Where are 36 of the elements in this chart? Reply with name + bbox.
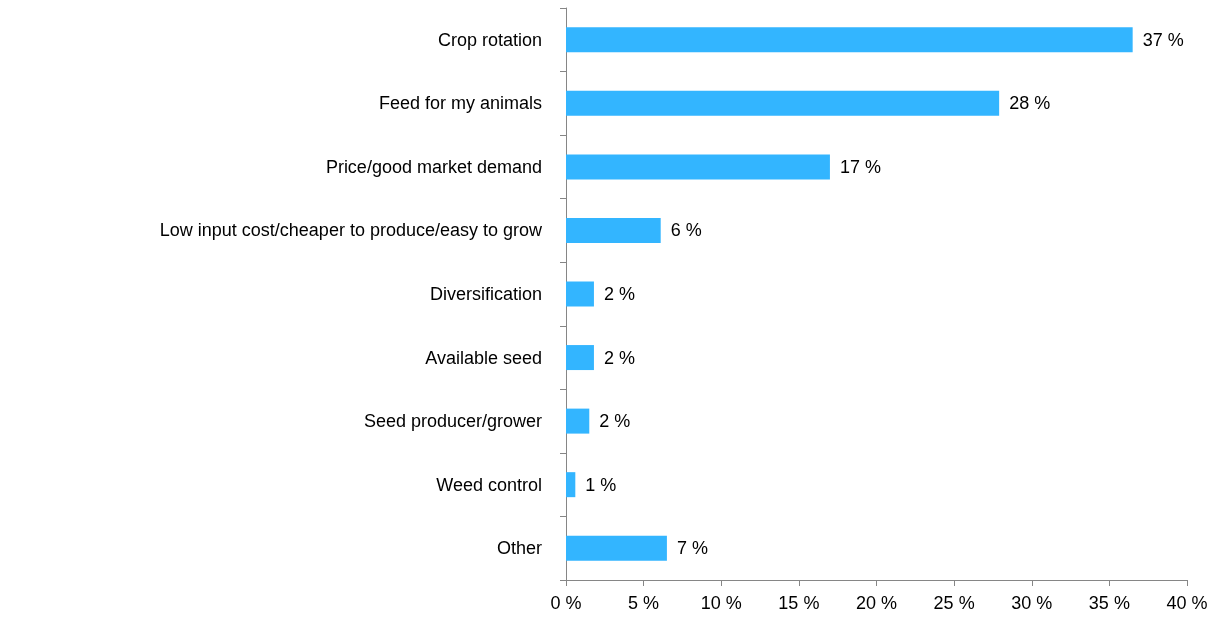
bar (566, 345, 594, 371)
bar (566, 217, 661, 243)
y-tick-label: Crop rotation (437, 29, 542, 50)
x-tick-label: 40 % (1166, 593, 1208, 613)
bar (566, 27, 1133, 53)
y-tick-label: Price/good market demand (325, 156, 542, 177)
data-label: 37 % (1142, 29, 1184, 50)
data-label: 1 % (585, 474, 617, 495)
data-label: 28 % (1009, 93, 1051, 114)
data-label: 2 % (603, 347, 635, 368)
data-label: 2 % (599, 411, 631, 432)
data-label: 2 % (603, 284, 635, 304)
x-tick-label: 0 % (550, 593, 582, 613)
x-tick-label: 30 % (1011, 593, 1053, 613)
x-tick-label: 5 % (628, 593, 660, 613)
y-tick-label: Other (496, 538, 542, 559)
bar (566, 472, 576, 498)
y-tick-label: Available seed (425, 347, 542, 368)
bar (566, 90, 1000, 116)
x-tick-label: 20 % (855, 593, 898, 613)
bar (566, 154, 830, 180)
bar (566, 281, 594, 307)
y-tick-label: Diversification (429, 284, 542, 304)
data-label: 7 % (676, 538, 708, 559)
y-tick-label: Seed producer/grower (363, 411, 542, 432)
x-tick-label: 25 % (933, 593, 975, 613)
data-label: 17 % (839, 156, 881, 177)
bar (566, 535, 667, 561)
x-tick-label: 10 % (700, 593, 742, 613)
y-tick-label: Feed for my animals (378, 93, 542, 114)
y-tick-label: Low input cost/cheaper to produce/easy to grow (159, 220, 543, 241)
bar (566, 408, 590, 434)
x-tick-label: 15 % (778, 593, 820, 613)
x-tick-label: 35 % (1088, 593, 1130, 613)
data-label: 6 % (670, 220, 702, 241)
y-tick-label: Weed control (436, 474, 542, 495)
